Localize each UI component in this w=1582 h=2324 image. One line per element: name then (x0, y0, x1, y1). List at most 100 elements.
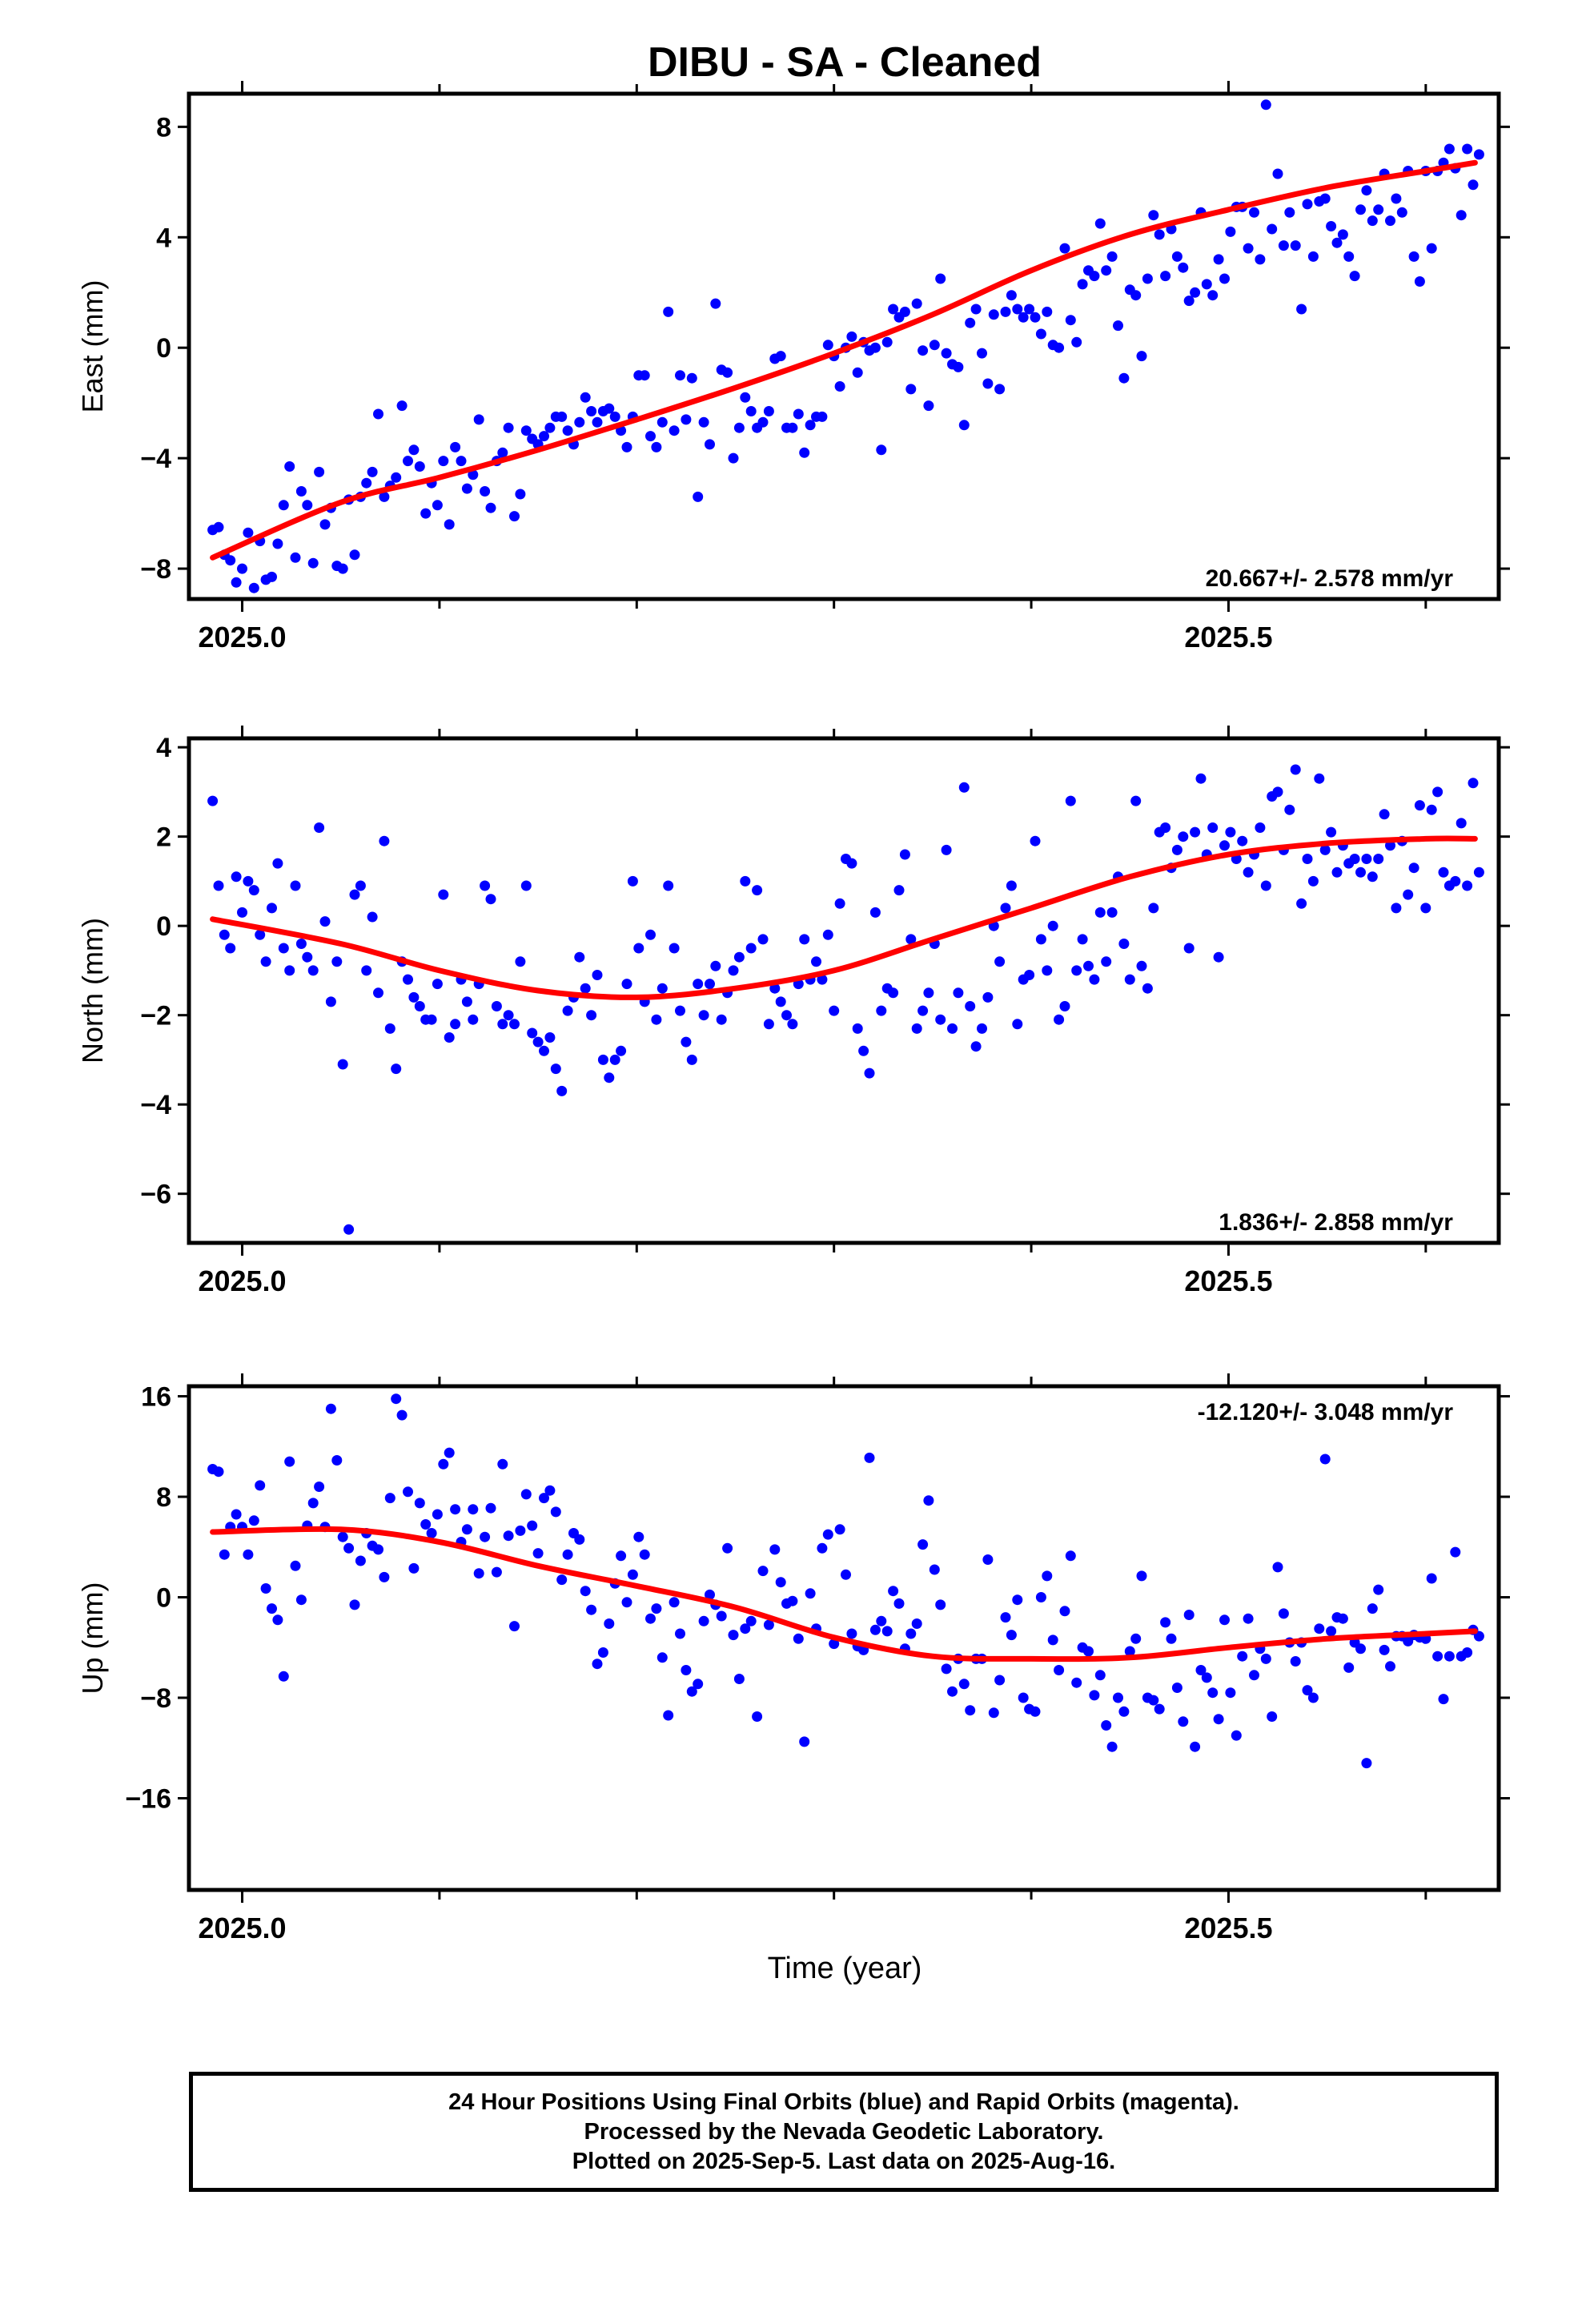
data-point (1094, 218, 1106, 229)
data-point (1024, 970, 1035, 980)
data-point (1142, 273, 1153, 284)
data-point (562, 425, 573, 436)
data-point (349, 549, 360, 561)
data-point (1012, 304, 1023, 315)
data-point (822, 929, 833, 940)
data-point (733, 422, 745, 433)
data-point (1302, 1685, 1313, 1696)
data-point (787, 422, 798, 433)
data-point (1065, 795, 1076, 806)
data-point (1171, 1683, 1182, 1693)
data-point (733, 1674, 745, 1684)
data-point (1130, 290, 1142, 301)
data-point (899, 306, 910, 317)
data-point (485, 1502, 496, 1514)
data-point (1113, 320, 1123, 332)
east-rate-label: 20.667+/- 2.578 mm/yr (1206, 565, 1454, 592)
data-point (1130, 1633, 1142, 1644)
data-point (935, 1599, 946, 1610)
data-point (656, 1652, 668, 1663)
data-point (977, 1023, 987, 1034)
data-point (337, 1531, 348, 1542)
data-point (822, 340, 833, 351)
data-point (1337, 1613, 1348, 1624)
data-point (1142, 983, 1153, 994)
data-point (740, 392, 751, 403)
data-point (958, 1679, 970, 1690)
data-point (1284, 804, 1295, 815)
data-point (456, 456, 467, 467)
data-point (604, 1618, 615, 1629)
data-point (1178, 262, 1189, 273)
data-point (763, 1619, 774, 1630)
data-point (243, 527, 254, 538)
data-point (491, 1001, 502, 1011)
data-point (1319, 844, 1331, 855)
data-point (544, 1032, 556, 1043)
data-point (1296, 898, 1307, 909)
data-point (1361, 854, 1372, 864)
data-point (923, 400, 934, 412)
data-point (1183, 943, 1195, 954)
data-point (1148, 1695, 1159, 1706)
data-point (947, 1686, 958, 1697)
data-point (1385, 215, 1395, 227)
data-point (1462, 880, 1473, 891)
data-point (1054, 1014, 1065, 1025)
data-point (1361, 1758, 1372, 1769)
x-tick-label: 2025.0 (198, 621, 286, 653)
data-point (284, 461, 295, 472)
y-tick-label: −2 (140, 1001, 171, 1031)
data-point (805, 420, 816, 431)
data-point (881, 336, 893, 348)
data-point (869, 342, 881, 353)
data-point (580, 1586, 591, 1597)
data-point (574, 416, 585, 428)
data-point (752, 1711, 763, 1722)
data-point (1349, 271, 1360, 282)
data-point (432, 500, 443, 511)
chart-title: DIBU - SA - Cleaned (648, 39, 1042, 86)
data-point (1379, 809, 1390, 820)
data-point (1160, 271, 1171, 282)
data-point (509, 511, 520, 522)
data-point (325, 1403, 336, 1414)
data-point (1225, 226, 1236, 237)
data-point (1219, 1614, 1230, 1626)
data-point (361, 477, 372, 489)
data-point (574, 1534, 585, 1545)
data-point (1473, 149, 1484, 160)
data-point (645, 1613, 656, 1624)
data-point (1355, 866, 1366, 878)
data-point (1000, 1612, 1011, 1623)
data-point (414, 1001, 425, 1011)
north-fit-line (210, 835, 1478, 1000)
up-frame (187, 1384, 1501, 1892)
data-point (461, 996, 472, 1007)
data-point (1148, 210, 1159, 221)
data-point (225, 555, 236, 566)
data-point (432, 979, 443, 990)
data-point (426, 1014, 437, 1025)
data-point (876, 1005, 887, 1016)
x-tick-label: 2025.0 (198, 1265, 286, 1297)
data-point (728, 1630, 739, 1641)
data-point (834, 381, 845, 392)
data-point (1272, 1562, 1283, 1573)
data-point (1148, 903, 1159, 914)
data-point (1408, 862, 1419, 874)
data-point (775, 996, 786, 1007)
data-point (1284, 207, 1295, 218)
data-point (527, 1027, 538, 1039)
data-point (1054, 342, 1065, 353)
data-point (911, 1618, 922, 1629)
data-point (438, 889, 449, 900)
data-point (1171, 844, 1182, 855)
data-point (432, 1509, 443, 1520)
data-point (267, 903, 277, 914)
data-point (391, 1393, 402, 1405)
data-point (757, 416, 769, 428)
data-point (651, 1014, 662, 1025)
data-point (965, 317, 976, 328)
data-point (864, 1452, 875, 1463)
